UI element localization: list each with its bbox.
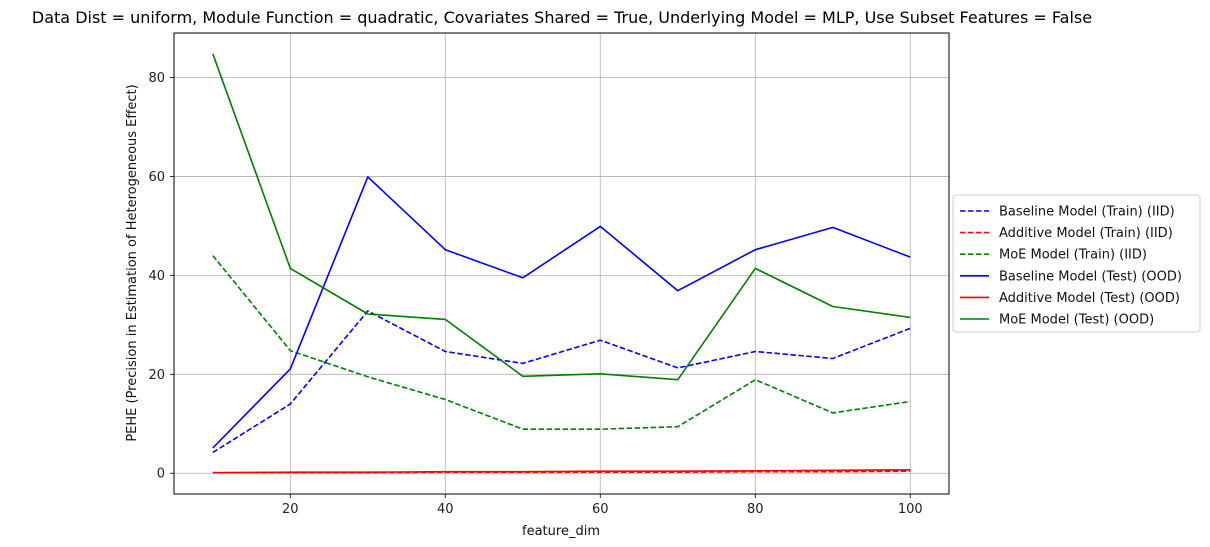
- x-tick-label: 60: [592, 502, 609, 517]
- y-axis-title: PEHE (Precision in Estimation of Heterog…: [125, 84, 140, 441]
- series-line-5: [212, 53, 911, 381]
- x-tick-label: 80: [747, 502, 764, 517]
- y-tick-label: 60: [148, 170, 165, 185]
- series-line-3: [212, 176, 911, 449]
- y-tick-label: 40: [148, 269, 165, 284]
- legend-label-3: Baseline Model (Test) (OOD): [999, 269, 1182, 284]
- y-tick-label: 0: [157, 467, 165, 482]
- legend-label-2: MoE Model (Train) (IID): [999, 248, 1147, 263]
- legend-box: [952, 194, 1201, 333]
- y-tick-label: 20: [148, 368, 165, 383]
- grid-lines: [174, 33, 949, 494]
- x-axis-title: feature_dim: [522, 524, 600, 539]
- x-tick-label: 40: [437, 502, 454, 517]
- x-tick-label: 100: [898, 502, 923, 517]
- legend-label-5: MoE Model (Test) (OOD): [999, 313, 1154, 328]
- series-lines: [212, 53, 911, 474]
- x-tick-label: 20: [282, 502, 299, 517]
- chart-title: Data Dist = uniform, Module Function = q…: [32, 8, 1092, 27]
- legend: Baseline Model (Train) (IID) Additive Mod…: [952, 194, 1201, 333]
- series-line-0: [212, 310, 911, 454]
- legend-label-0: Baseline Model (Train) (IID): [999, 205, 1175, 220]
- plot-area: [173, 32, 950, 495]
- series-line-4: [212, 469, 911, 474]
- legend-label-4: Additive Model (Test) (OOD): [999, 291, 1180, 306]
- series-line-2: [212, 255, 911, 431]
- x-axis-ticks: 20 40 60 80 100: [282, 494, 923, 517]
- legend-label-1: Additive Model (Train) (IID): [999, 226, 1173, 241]
- y-axis-ticks: 0 20 40 60 80: [148, 71, 174, 482]
- y-tick-label: 80: [148, 71, 165, 86]
